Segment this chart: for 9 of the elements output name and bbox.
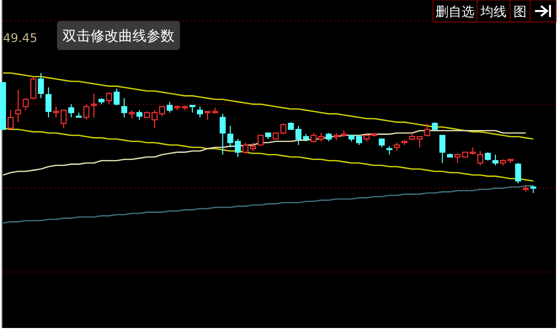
text: 均线 [480, 5, 506, 20]
text: 49.45 [3, 31, 38, 45]
text: 删自选 [436, 5, 474, 20]
candlestick [68, 104, 74, 118]
text: 双击修改曲线参数 [62, 28, 174, 44]
text: 图 [514, 5, 526, 20]
candlestick [45, 86, 52, 118]
candlestick [90, 92, 97, 118]
candlestick [121, 98, 128, 118]
